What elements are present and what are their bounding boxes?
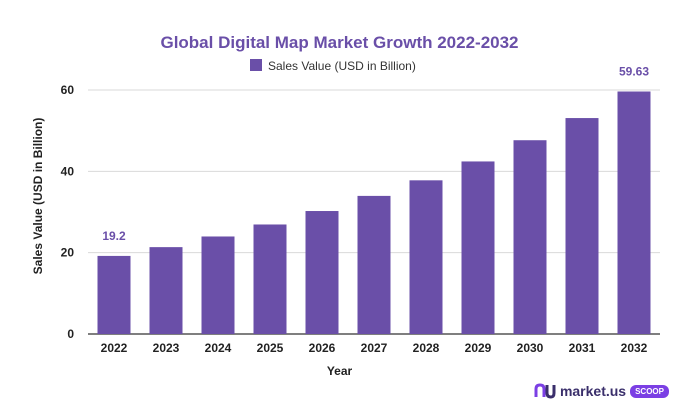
bar-2025 [253,224,287,334]
x-tick-label: 2023 [153,341,180,355]
chart-title: Global Digital Map Market Growth 2022-20… [160,33,518,52]
bar-2024 [201,236,235,334]
x-tick-label: 2025 [257,341,284,355]
legend-swatch [250,59,262,71]
y-tick-label: 60 [61,83,75,97]
brand-badge: SCOOP [630,384,669,398]
x-tick-label: 2031 [569,341,596,355]
y-tick-labels: 0 20 40 60 [61,83,75,341]
x-tick-label: 2024 [205,341,232,355]
market-us-logo-icon [534,383,556,399]
x-tick-label: 2030 [517,341,544,355]
x-tick-label: 2026 [309,341,336,355]
bar-2026 [305,211,339,334]
y-tick-label: 0 [67,327,74,341]
bar-2031 [565,118,599,334]
bar-2029 [461,161,495,334]
bar-2030 [513,140,547,334]
x-tick-label: 2027 [361,341,388,355]
bars [97,91,651,334]
x-tick-labels: 2022 2023 2024 2025 2026 2027 2028 2029 2030 2031… [101,341,648,355]
y-tick-label: 40 [61,164,75,178]
x-tick-label: 2029 [465,341,492,355]
bar-2027 [357,195,391,334]
x-tick-label: 2028 [413,341,440,355]
brand-logo: market.us SCOOP [534,383,669,399]
bar-2023 [149,247,183,334]
bar-2032 [617,91,651,334]
x-tick-label: 2022 [101,341,128,355]
y-axis-label: Sales Value (USD in Billion) [31,118,45,275]
data-label-2032: 59.63 [619,65,649,79]
brand-name: market.us [559,383,627,399]
data-label-2022: 19.2 [102,229,126,243]
x-axis-label: Year [327,364,353,378]
y-tick-label: 20 [61,246,75,260]
x-tick-label: 2032 [621,341,648,355]
bar-2022 [97,255,131,334]
legend-label: Sales Value (USD in Billion) [268,59,416,73]
bar-2028 [409,180,443,334]
legend: Sales Value (USD in Billion) [250,59,416,73]
data-labels: 19.2 59.63 [102,65,649,243]
